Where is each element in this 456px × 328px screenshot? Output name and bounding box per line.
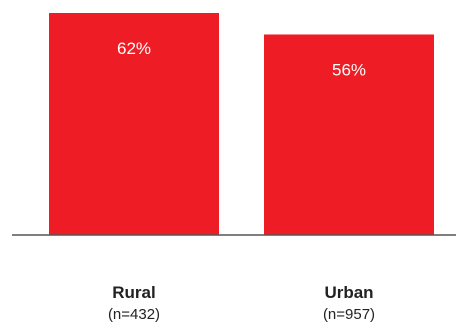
value-label-rural: 62% xyxy=(117,39,151,58)
category-labels-group: Rural (n=432) Urban (n=957) xyxy=(108,283,375,323)
sample-size-label-rural: (n=432) xyxy=(108,306,160,323)
category-label-urban: Urban xyxy=(324,283,373,302)
bars-group xyxy=(49,13,434,235)
sample-size-label-urban: (n=957) xyxy=(323,306,375,323)
category-label-rural: Rural xyxy=(112,283,155,302)
bar-rural xyxy=(49,13,219,235)
value-labels-group: 62% 56% xyxy=(117,39,366,79)
bar-urban xyxy=(264,34,434,235)
value-label-urban: 56% xyxy=(332,60,366,79)
